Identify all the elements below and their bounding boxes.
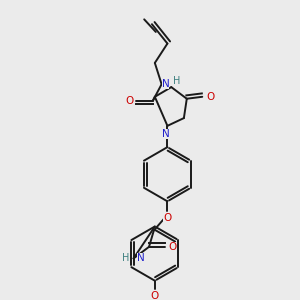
Text: H: H [173,76,181,86]
Text: N: N [137,254,145,263]
Text: N: N [162,79,170,89]
Text: N: N [162,129,170,139]
Text: O: O [163,213,172,223]
Text: O: O [168,242,176,252]
Text: O: O [151,291,159,300]
Text: O: O [206,92,214,102]
Text: O: O [125,96,134,106]
Text: H: H [122,254,130,263]
